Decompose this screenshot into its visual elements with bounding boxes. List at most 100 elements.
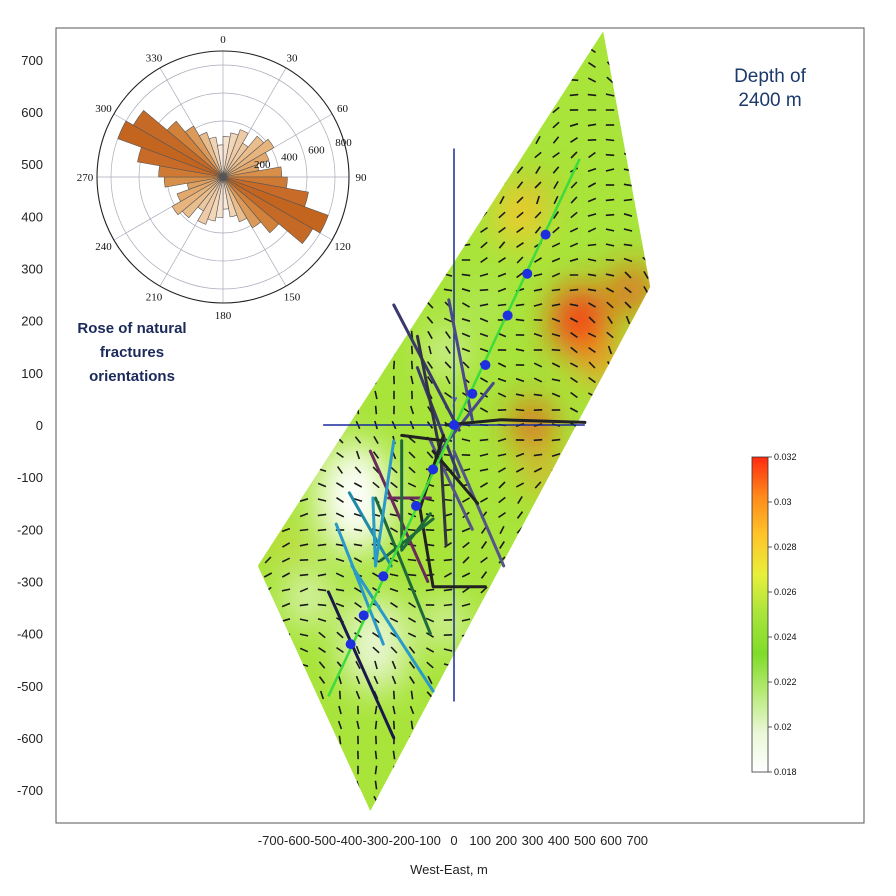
fracture-dash xyxy=(354,601,362,609)
fracture-dash xyxy=(353,512,363,518)
fracture-dash xyxy=(318,661,326,669)
fracture-dash xyxy=(444,391,452,399)
fracture-dash xyxy=(588,62,596,68)
rose-angle-label: 30 xyxy=(287,53,299,65)
colorbar-ticks: 0.032 0.03 0.028 0.026 0.024 0.022 0.02 0.018 xyxy=(768,452,797,777)
fracture-dash xyxy=(281,618,291,622)
fracture-dash xyxy=(372,646,380,654)
fracture-dash xyxy=(515,318,525,322)
fracture-dash xyxy=(534,151,542,159)
fracture-dash xyxy=(392,720,396,730)
colorbar xyxy=(751,456,769,773)
fracture-dash xyxy=(461,438,471,442)
y-tick-label: 100 xyxy=(21,366,43,381)
fracture-dash xyxy=(353,482,363,488)
fracture-line xyxy=(444,418,587,427)
fracture-dash xyxy=(410,720,414,730)
fracture-dash xyxy=(587,243,597,247)
rose-title-line2: fractures xyxy=(100,344,164,361)
colorbar-tick-label: 0.024 xyxy=(774,632,797,642)
rose-bin xyxy=(222,176,280,234)
fracture-dash xyxy=(623,213,633,217)
fracture-dash xyxy=(337,720,343,730)
fracture-dash xyxy=(444,331,452,339)
fracture-dash xyxy=(338,705,342,715)
fracture-dash xyxy=(533,393,543,397)
rose-bin xyxy=(208,136,224,178)
fracture-dash xyxy=(335,602,345,608)
x-tick-label: -300 xyxy=(362,833,388,848)
fracture-dash xyxy=(281,572,291,578)
fracture-dash xyxy=(533,257,543,263)
fracture-dash xyxy=(497,453,507,457)
colorbar-tick-label: 0.026 xyxy=(774,587,797,597)
fracture-dash xyxy=(551,257,561,263)
fracture-dash xyxy=(281,557,291,563)
x-tick-label: 600 xyxy=(600,833,622,848)
fracture-dash xyxy=(281,588,291,592)
fracture-dash xyxy=(570,331,578,339)
fracture-dash xyxy=(355,645,361,655)
fracture-dash xyxy=(299,543,309,547)
fracture-dash xyxy=(443,317,453,323)
fracture-dash xyxy=(498,226,506,234)
fracture-dash xyxy=(354,466,362,474)
fracture-dash xyxy=(499,541,505,549)
fracture-dash xyxy=(551,362,561,368)
fracture-dash xyxy=(625,315,631,325)
fracture-dash xyxy=(551,348,561,352)
fracture-dash xyxy=(338,735,342,745)
fracture-dash xyxy=(318,647,326,653)
fracture-dash xyxy=(479,347,489,353)
fracture-dash xyxy=(389,527,399,533)
fracture-dash xyxy=(551,452,561,458)
fracture-dash xyxy=(426,361,434,369)
depth-label-line2: 2400 m xyxy=(738,90,801,111)
rose-bin xyxy=(222,152,270,178)
fracture-dash xyxy=(605,198,615,202)
fracture-dash xyxy=(407,558,417,562)
stage-point xyxy=(480,360,491,371)
fracture-dash xyxy=(587,93,597,97)
fracture-dash xyxy=(390,466,398,474)
fracture-dash xyxy=(479,288,489,292)
fracture-dash xyxy=(570,346,578,354)
fracture-dash xyxy=(552,121,560,129)
cold-spot xyxy=(430,599,462,647)
fracture-dash xyxy=(479,468,489,472)
well-trajectory: 7 xyxy=(327,158,581,697)
fracture-dash xyxy=(497,392,507,398)
rose-bin xyxy=(198,131,224,178)
fracture-dash xyxy=(443,288,453,292)
colorbar-tick-label: 0.018 xyxy=(774,767,797,777)
fracture-dash xyxy=(533,377,543,383)
fracture-dash xyxy=(408,451,416,459)
fracture-dash xyxy=(479,377,489,383)
fracture-dash xyxy=(623,198,633,202)
fracture-dash xyxy=(443,572,453,578)
fracture-dash xyxy=(588,316,596,324)
fracture-dash xyxy=(390,602,398,608)
fracture-dash xyxy=(588,376,596,384)
fracture-dash xyxy=(426,376,434,384)
fracture-dash xyxy=(299,512,309,518)
fracture-dash xyxy=(499,525,505,535)
fracture-dash xyxy=(353,528,363,532)
rose-angle-label: 150 xyxy=(284,292,301,304)
y-tick-label: -700 xyxy=(17,783,43,798)
y-tick-label: 700 xyxy=(21,53,43,68)
fracture-dash xyxy=(570,196,578,204)
rose-bin xyxy=(222,138,275,178)
fracture-dash xyxy=(390,646,398,654)
fracture-dash xyxy=(392,360,396,370)
fracture-dash xyxy=(497,362,507,368)
stage-point xyxy=(428,464,439,475)
stage-point xyxy=(522,268,533,279)
fracture-dash xyxy=(336,466,344,474)
fracture-dash xyxy=(374,765,378,775)
fracture-dash xyxy=(461,618,471,622)
y-axis-ticks: 700 600 500 400 300 200 100 0 -100 -200 -300 -400 -5… xyxy=(17,53,43,798)
fracture-dash xyxy=(443,588,453,592)
fracture-dash xyxy=(410,375,414,385)
fracture-line xyxy=(347,491,393,568)
